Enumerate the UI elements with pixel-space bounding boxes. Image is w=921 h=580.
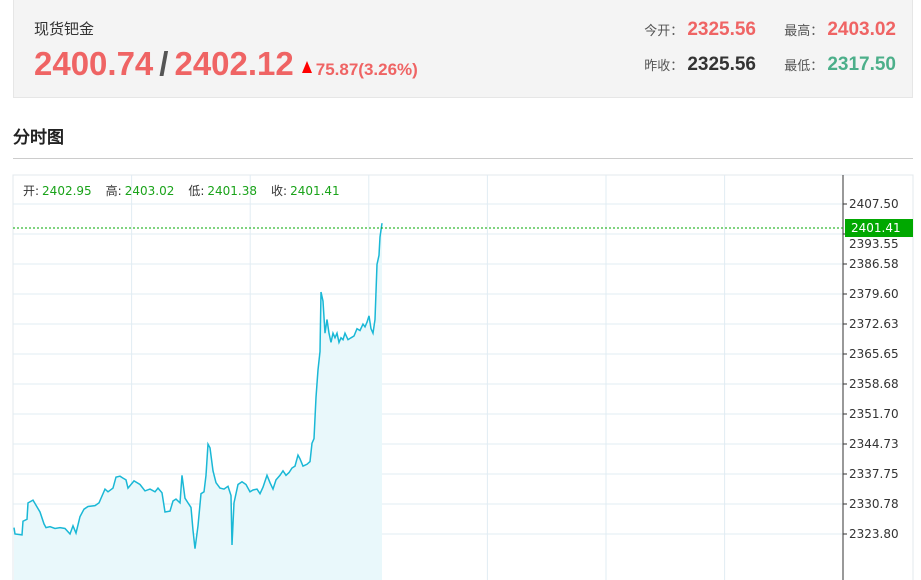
prev-close-value: 2325.56 (687, 54, 756, 75)
y-tick-label: 2365.65 (849, 347, 899, 361)
section-divider (13, 158, 913, 159)
ohlc-open: 2402.95 (42, 184, 92, 198)
y-tick-label: 2386.58 (849, 257, 899, 271)
y-tick-label: 2379.60 (849, 287, 899, 301)
prev-close-label: 昨收： (644, 59, 684, 74)
price-separator: / (159, 45, 169, 82)
high-label: 最高： (784, 24, 824, 39)
y-tick-label: 2393.55 (849, 237, 899, 251)
quote-panel: 现货钯金 2400.74 / 2402.12 75.87(3.26%) 今开： … (13, 0, 913, 98)
y-tick-label: 2323.80 (849, 527, 899, 541)
y-tick-label: 2358.68 (849, 377, 899, 391)
y-tick-label: 2407.50 (849, 197, 899, 211)
ohlc-high: 2403.02 (124, 184, 175, 198)
instrument-name: 现货钯金 (34, 20, 95, 38)
ohlc-low-label: 低: (188, 184, 205, 198)
price-line: 2400.74 / 2402.12 75.87(3.26%) (34, 44, 418, 90)
ohlc-close-label: 收: (271, 184, 288, 198)
y-tick-label: 2330.78 (849, 497, 899, 511)
y-tick-label: 2337.75 (849, 467, 899, 481)
ohlc-open-label: 开: (23, 184, 40, 198)
arrow-up-icon (301, 61, 312, 73)
open-value: 2325.56 (687, 19, 756, 40)
bid-price: 2400.74 (34, 45, 154, 82)
current-price-label: 2401.41 (851, 221, 901, 235)
ohlc-readout: 开: 2402.95 高: 2403.02 低: 2401.38 收: 2401.41 (23, 184, 354, 199)
y-tick-label: 2372.63 (849, 317, 899, 331)
section-title: 分时图 (13, 128, 64, 148)
ohlc-high-label: 高: (105, 184, 122, 198)
current-price-badge (845, 219, 913, 238)
price-change: 75.87(3.26%) (315, 60, 418, 79)
ask-price: 2402.12 (174, 45, 294, 82)
y-tick-label: 2344.73 (849, 437, 899, 451)
ohlc-close: 2401.41 (290, 184, 340, 198)
quote-stats: 今开： 2325.56 最高： 2403.02 昨收： 2325.56 最低： … (635, 18, 896, 88)
low-value: 2317.50 (827, 54, 896, 75)
high-value: 2403.02 (827, 19, 896, 40)
ohlc-low: 2401.38 (207, 184, 258, 198)
price-line (13, 223, 383, 549)
low-label: 最低： (784, 59, 824, 74)
open-label: 今开： (644, 24, 684, 39)
y-tick-label: 2351.70 (849, 407, 899, 421)
